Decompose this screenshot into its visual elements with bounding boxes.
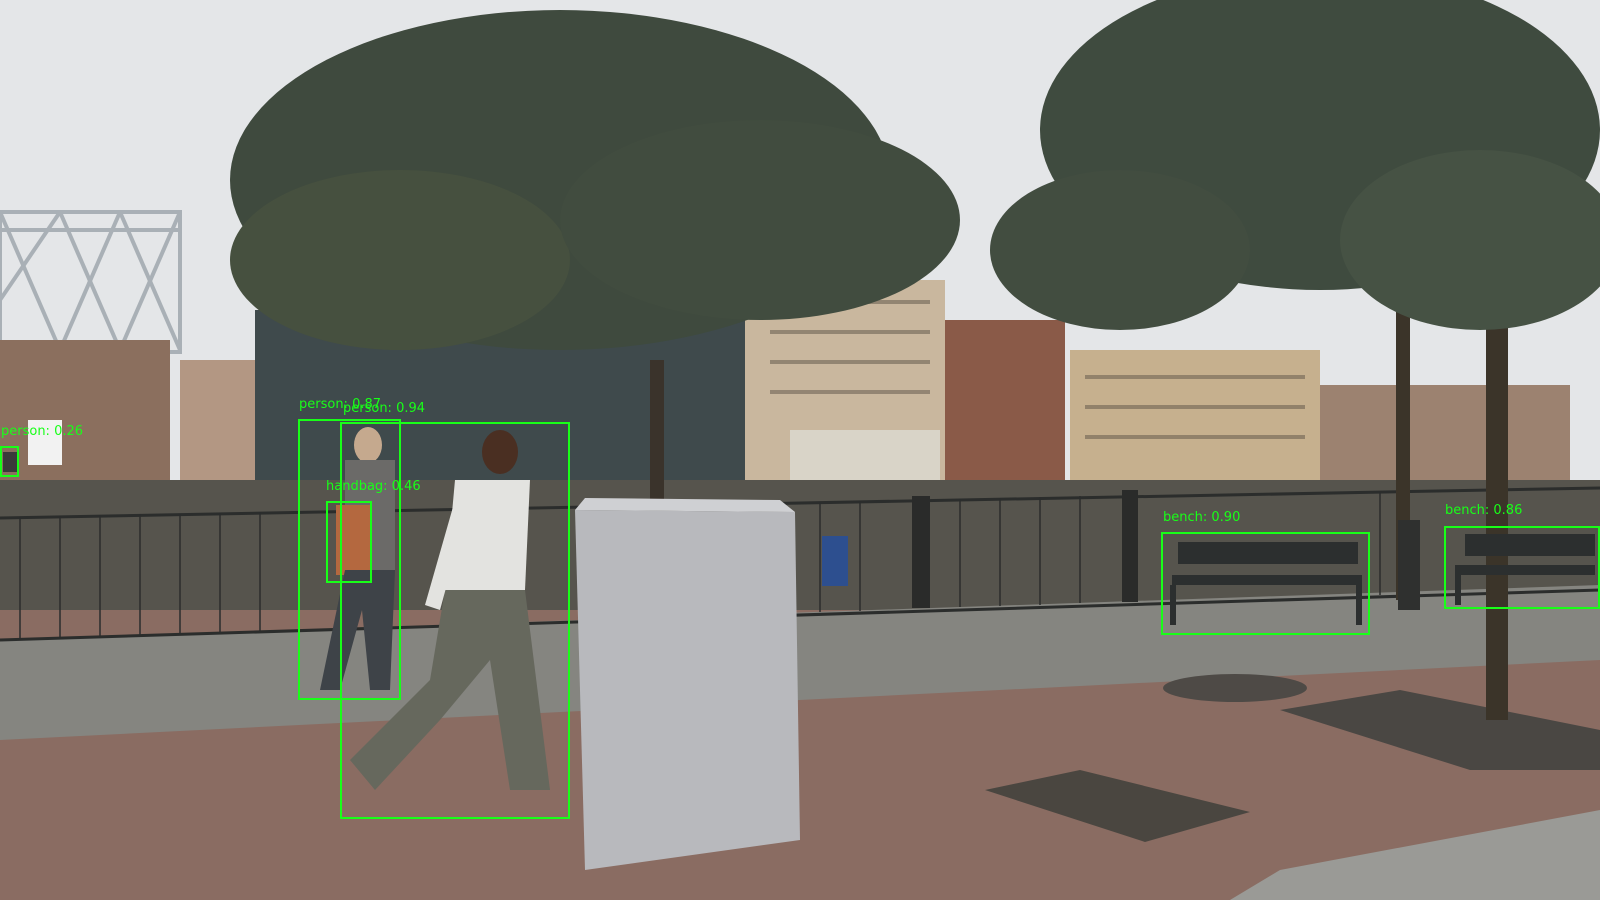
- man-walking: [350, 430, 550, 790]
- detection-box-bench-center: [1161, 532, 1370, 635]
- detection-label: person: 0.94: [343, 401, 426, 416]
- lamp-post: [1398, 520, 1420, 610]
- detection-label: bench: 0.86: [1445, 503, 1523, 518]
- brick-building-center: [945, 320, 1065, 480]
- tree-left: [230, 10, 960, 510]
- railing: [0, 486, 1600, 642]
- bench-center: [1170, 542, 1362, 625]
- brick-building-left: [0, 340, 170, 480]
- detection-box-person-man: [340, 422, 570, 819]
- stone-path: [0, 585, 1600, 740]
- tree-right: [990, 0, 1600, 720]
- detection-label: person: 0.87: [299, 397, 382, 412]
- drain-grate: [985, 770, 1250, 842]
- bench-right: [1455, 534, 1595, 605]
- detection-box-person-far-left: [0, 446, 19, 477]
- detection-box-person-woman: [298, 419, 401, 700]
- utility-box: [575, 510, 800, 870]
- blue-sign: [822, 536, 848, 586]
- detection-box-bench-right: [1444, 526, 1600, 609]
- manhole-cover: [1163, 674, 1307, 702]
- beige-building: [1070, 350, 1320, 480]
- detection-box-handbag: [326, 501, 372, 583]
- detection-label: bench: 0.90: [1163, 510, 1241, 525]
- detection-label: handbag: 0.46: [326, 479, 421, 494]
- detection-label: person: 0.26: [1, 424, 84, 439]
